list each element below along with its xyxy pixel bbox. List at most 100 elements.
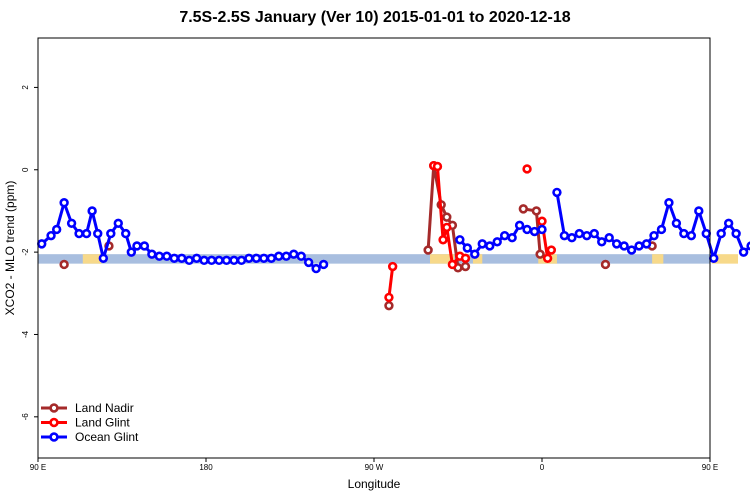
y-axis-title: XCO2 - MLO trend (ppm) (3, 181, 17, 316)
ocean-glint-point (470, 249, 480, 259)
ocean-glint-point (634, 241, 644, 251)
ocean-glint-point (93, 228, 103, 239)
ocean-glint-point (51, 224, 62, 235)
ocean-glint-point (259, 253, 269, 263)
land-glint-point (438, 235, 448, 245)
land-band-segment (472, 254, 483, 264)
land-glint-point (537, 216, 547, 226)
land-glint-point (432, 161, 443, 172)
ocean-glint-point (686, 230, 697, 241)
ocean-glint-point (266, 253, 277, 263)
ocean-glint-point (87, 206, 97, 216)
ocean-glint-point (296, 251, 306, 261)
legend-swatch-marker (49, 403, 59, 413)
land-nadir-point (600, 259, 611, 270)
ocean-glint-point (671, 218, 682, 228)
land-nadir-point (442, 212, 452, 222)
series-ocean-glint (37, 187, 750, 274)
y-tick-label: -6 (21, 413, 30, 421)
legend-swatch-marker (49, 432, 59, 442)
series-land-glint (384, 160, 557, 303)
ocean-glint-point (604, 233, 614, 243)
ocean-glint-point (236, 255, 247, 266)
ocean-glint-point (529, 226, 540, 237)
x-tick-label: 180 (199, 463, 213, 472)
ocean-glint-point (221, 255, 232, 266)
ocean-glint-point (626, 245, 637, 255)
ocean-glint-point (206, 255, 217, 266)
ocean-glint-point (611, 239, 622, 249)
land-glint-line (387, 266, 395, 298)
ocean-glint-point (649, 230, 659, 241)
ocean-glint-point (738, 247, 749, 257)
x-tick-label: 0 (540, 463, 545, 472)
ocean-glint-point (126, 247, 137, 257)
ocean-glint-point (184, 255, 194, 266)
ocean-glint-point (251, 253, 262, 263)
x-axis-title: Longitude (348, 477, 401, 491)
land-nadir-point (535, 249, 545, 259)
ocean-glint-point (66, 218, 77, 228)
ocean-glint-point (311, 263, 321, 274)
ocean-glint-point (709, 253, 719, 263)
ocean-glint-point (567, 233, 577, 243)
ocean-glint-point (154, 251, 165, 261)
ocean-glint-point (37, 239, 47, 249)
land-band-segment (711, 254, 738, 264)
ocean-glint-point (147, 249, 157, 259)
legend-label: Land Nadir (75, 401, 134, 415)
ocean-band (38, 254, 710, 264)
ocean-glint-point (281, 251, 291, 261)
ocean-glint-point (485, 241, 495, 251)
legend-item-ocean-glint: Ocean Glint (41, 430, 139, 444)
x-tick-label: 90 E (30, 463, 46, 472)
ocean-glint-point (552, 187, 562, 198)
land-glint-point (542, 253, 553, 263)
legend-item-land-nadir: Land Nadir (41, 401, 134, 415)
ocean-glint-point (522, 224, 532, 235)
ocean-glint-point (462, 243, 473, 253)
ocean-glint-point (318, 259, 329, 270)
land-nadir-point (423, 245, 433, 255)
land-nadir-point (531, 206, 542, 216)
land-nadir-point (460, 261, 471, 272)
ocean-glint-point (694, 206, 704, 216)
ocean-glint-point (289, 249, 299, 259)
y-tick-label: -2 (21, 248, 30, 256)
land-glint-point (384, 292, 394, 303)
ocean-glint-point (537, 224, 547, 235)
ocean-glint-point (162, 251, 172, 261)
ocean-glint-point (499, 230, 510, 241)
ocean-glint-point (303, 257, 314, 268)
ocean-glint-point (723, 218, 734, 228)
ocean-glint-point (656, 224, 667, 235)
chart-title: 7.5S-2.5S January (Ver 10) 2015-01-01 to… (179, 9, 571, 26)
ocean-glint-point (214, 255, 224, 266)
ocean-glint-point (229, 255, 239, 266)
axes: 90 E 180 90 W 0 90 E 2 0 -2 -4 -6 (21, 85, 718, 472)
ocean-glint-point (121, 228, 131, 239)
y-tick-label: -4 (21, 330, 30, 338)
ocean-glint-point (59, 198, 69, 208)
legend-swatch-marker (49, 417, 59, 428)
ocean-glint-point (582, 230, 592, 241)
ocean-glint-point (701, 228, 711, 239)
land-band-segment (652, 254, 664, 264)
sample-band (38, 254, 738, 264)
land-glint-point (522, 164, 532, 174)
ocean-glint-point (46, 230, 56, 241)
land-glint-point (447, 259, 458, 270)
ocean-glint-point (81, 228, 92, 239)
y-tick-label: 0 (21, 167, 30, 172)
ocean-glint-point (514, 220, 525, 231)
ocean-glint-point (507, 233, 517, 243)
legend-label: Land Glint (75, 416, 130, 430)
ocean-glint-point (492, 237, 502, 247)
x-tick-label: 90 E (702, 463, 718, 472)
ocean-glint-point (169, 253, 179, 263)
ocean-glint-point (98, 253, 109, 263)
land-glint-point (387, 261, 398, 272)
land-glint-point (460, 253, 471, 263)
